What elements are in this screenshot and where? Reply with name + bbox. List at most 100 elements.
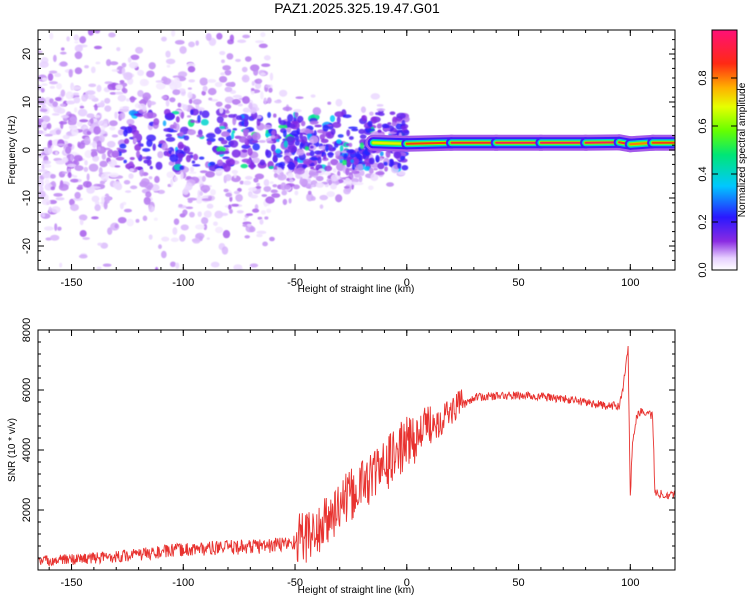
spectrogram-blob — [332, 168, 337, 173]
spectrogram-blob — [48, 199, 57, 205]
spectrogram-blob — [90, 186, 101, 190]
spectrogram-blob — [199, 77, 208, 86]
spectrogram-blob — [271, 193, 281, 198]
spectrogram-x-tick-label: 0 — [404, 277, 410, 289]
spectrogram-blob — [216, 159, 224, 167]
spectrogram-blob — [44, 178, 50, 185]
spectrogram-blob — [310, 94, 316, 98]
spectrogram-blob — [205, 133, 216, 139]
spectrogram-blob — [83, 166, 89, 172]
spectrogram-blob — [275, 148, 281, 154]
spectrogram-blob — [77, 142, 86, 149]
spectrogram-blob — [201, 217, 209, 225]
spectrogram-blob — [369, 111, 374, 116]
spectrogram-blob — [38, 50, 43, 54]
spectrogram-blob — [269, 181, 274, 185]
spectrogram-blob — [262, 241, 268, 247]
spectrogram-blob — [106, 140, 116, 148]
spectrogram-blob — [133, 137, 137, 143]
spectrogram-blob — [146, 70, 155, 78]
spectrogram-blob — [117, 129, 125, 136]
spectrogram-blob — [368, 167, 374, 175]
spectrogram-x-tick-label: -50 — [287, 277, 303, 289]
spectrogram-blob — [70, 154, 74, 163]
spectrogram-blob — [230, 81, 236, 87]
spectrogram-blob — [277, 173, 287, 181]
spectrogram-y-tick-label: 20 — [21, 48, 33, 60]
spectrogram-blob — [336, 139, 342, 144]
spectrogram-blob — [79, 119, 89, 123]
spectrogram-blob — [119, 202, 124, 210]
spectrogram-blob — [111, 134, 119, 138]
spectrogram-blob — [55, 197, 65, 201]
snr-x-tick-label: -50 — [287, 577, 303, 589]
spectrogram-blob — [73, 34, 79, 41]
spectrogram-blob — [278, 124, 288, 129]
spectrogram-blob — [153, 217, 158, 221]
spectrogram-blob — [388, 158, 394, 167]
spectrogram-blob — [242, 34, 250, 39]
spectrogram-blob — [368, 185, 374, 191]
spectrogram-blob — [194, 224, 205, 230]
spectrogram-blob — [382, 127, 391, 132]
spectrogram-blob — [354, 182, 364, 186]
spectrogram-blob — [352, 169, 356, 174]
spectrogram-blob — [249, 226, 256, 233]
spectrogram-blob — [302, 158, 313, 165]
spectrogram-blob — [233, 264, 243, 270]
spectrogram-blob — [115, 84, 124, 90]
spectrogram-blob — [214, 81, 223, 88]
spectrogram-blob — [350, 159, 355, 164]
spectrogram-blob — [231, 203, 239, 207]
spectrogram-blob — [188, 171, 197, 174]
spectrogram-blob — [250, 90, 255, 95]
spectrogram-blob — [370, 93, 381, 100]
spectrogram-blob — [205, 171, 215, 178]
spectrogram-blob — [72, 92, 80, 96]
spectrogram-blob — [89, 142, 93, 146]
spectrogram-blob — [314, 124, 323, 128]
spectrogram-blob — [195, 195, 203, 204]
spectrogram-blob — [53, 192, 63, 197]
spectrogram-blob — [152, 143, 156, 151]
spectrogram-blob — [109, 91, 117, 95]
spectrogram-blob — [376, 104, 384, 107]
spectrogram-blob — [64, 146, 72, 155]
spectrogram-blob — [244, 235, 250, 239]
spectrogram-blob — [352, 157, 360, 166]
spectrogram-blob — [287, 172, 294, 179]
spectrogram-blob — [259, 159, 266, 166]
spectrogram-blob — [48, 139, 53, 146]
spectrogram-blob — [337, 179, 344, 184]
spectrogram-blob — [225, 192, 232, 198]
spectrogram-blob — [73, 96, 81, 104]
spectrogram-blob — [182, 104, 189, 111]
spectrogram-blob — [294, 140, 300, 146]
spectrogram-blob — [239, 180, 244, 185]
spectrogram-blob — [320, 138, 329, 144]
spectrogram-blob — [146, 158, 152, 167]
spectrogram-blob — [266, 140, 274, 144]
spectrogram-blob — [116, 47, 121, 52]
spectrogram-blob — [160, 250, 167, 259]
spectrogram-blob — [143, 196, 151, 206]
spectrogram-blob — [165, 133, 173, 138]
spectrogram-blob — [241, 74, 250, 83]
spectrogram-blob — [65, 91, 74, 100]
spectrogram-blob — [39, 108, 48, 113]
spectrogram-blob — [391, 121, 397, 127]
spectrogram-blob — [190, 119, 196, 123]
spectrogram-blob — [381, 123, 390, 129]
spectrogram-blob — [264, 216, 269, 220]
spectrogram-blob — [66, 163, 77, 168]
spectrogram-blob — [154, 175, 160, 184]
spectrogram-blob — [183, 145, 191, 154]
spectrogram-blob — [141, 178, 150, 186]
spectrogram-blob — [172, 89, 181, 96]
spectrogram-blob — [276, 138, 280, 143]
spectrogram-blob — [222, 163, 231, 172]
spectrogram-blob — [233, 172, 237, 179]
spectrogram-blob — [92, 140, 97, 149]
spectrogram-blob — [327, 101, 332, 105]
spectrogram-blob — [115, 156, 125, 161]
